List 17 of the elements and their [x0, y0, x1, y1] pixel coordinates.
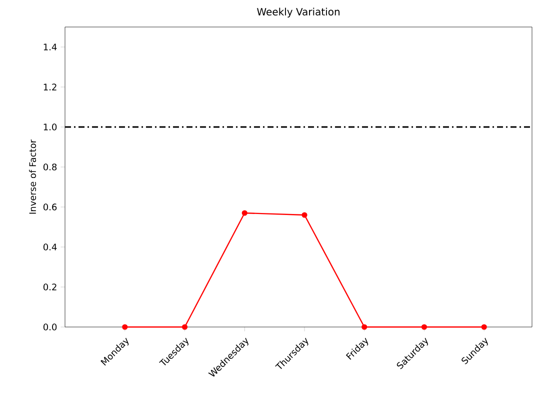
point — [182, 324, 188, 330]
y-tick-label: 0.4 — [43, 244, 57, 250]
y-tick-label: 1.4 — [44, 44, 57, 50]
y-tick-label: 0.2 — [43, 284, 56, 290]
y-tick-label: 1.0 — [44, 124, 57, 130]
point — [302, 212, 308, 218]
chart-title: Weekly Variation — [257, 8, 340, 18]
point — [122, 324, 128, 330]
point — [362, 324, 368, 330]
y-tick-label: 0.8 — [43, 164, 57, 170]
point — [421, 324, 428, 330]
y-axis-title: Inverse of Factor — [29, 139, 36, 214]
y-tick-label: 1.2 — [44, 84, 56, 90]
point — [242, 210, 248, 216]
y-tick-label: 0.0 — [43, 324, 57, 330]
point — [481, 324, 487, 330]
y-tick-label: 0.6 — [43, 204, 57, 210]
